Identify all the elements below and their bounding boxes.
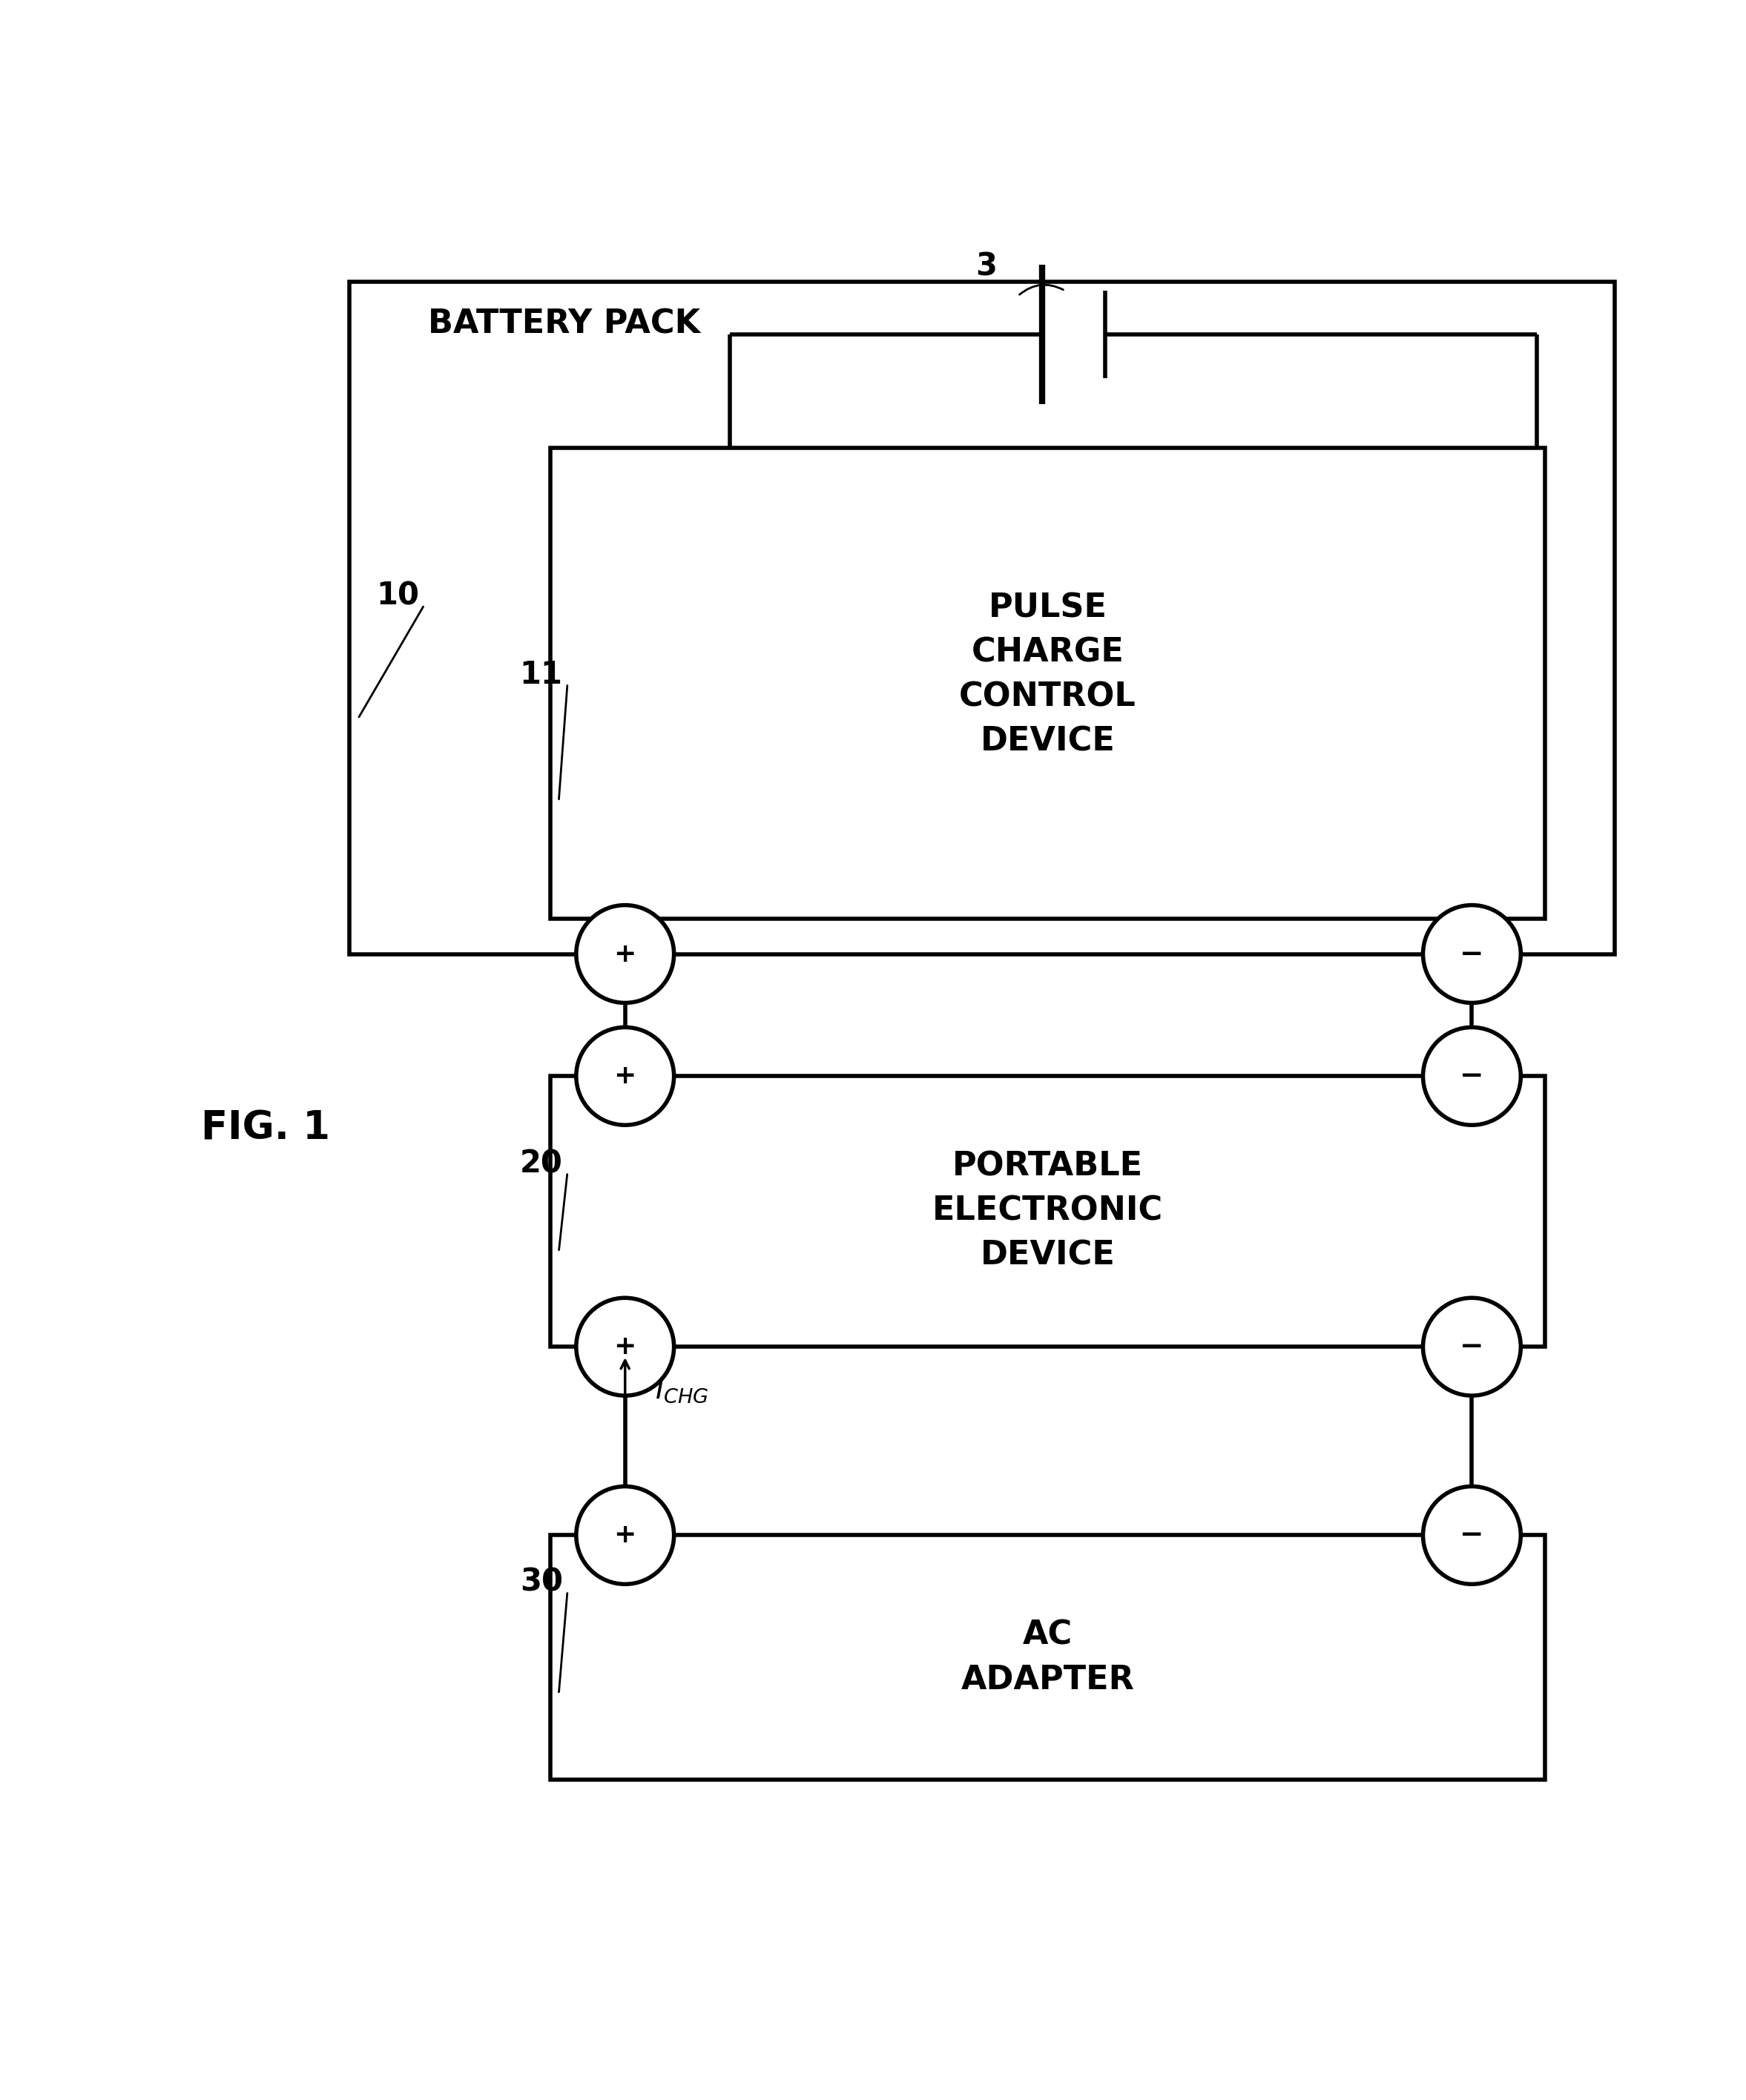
Text: $\mathit{I}_{CHG}$: $\mathit{I}_{CHG}$ bbox=[655, 1376, 709, 1405]
Text: +: + bbox=[615, 1522, 636, 1548]
Circle shape bbox=[576, 905, 674, 1004]
Circle shape bbox=[576, 1298, 674, 1396]
Text: FIG. 1: FIG. 1 bbox=[201, 1109, 330, 1149]
Circle shape bbox=[1423, 1487, 1521, 1583]
Text: 3: 3 bbox=[976, 250, 997, 281]
Text: 30: 30 bbox=[520, 1567, 562, 1598]
Circle shape bbox=[576, 1027, 674, 1126]
Text: −: − bbox=[1460, 1334, 1484, 1361]
Circle shape bbox=[1423, 1027, 1521, 1126]
Text: AC
ADAPTER: AC ADAPTER bbox=[960, 1619, 1135, 1695]
Text: +: + bbox=[615, 1334, 636, 1359]
Circle shape bbox=[1423, 905, 1521, 1004]
Text: 20: 20 bbox=[520, 1149, 562, 1178]
Text: 11: 11 bbox=[520, 659, 562, 691]
Circle shape bbox=[576, 1487, 674, 1583]
Text: 10: 10 bbox=[377, 580, 419, 611]
Text: PORTABLE
ELECTRONIC
DEVICE: PORTABLE ELECTRONIC DEVICE bbox=[932, 1151, 1163, 1270]
Text: PULSE
CHARGE
CONTROL
DEVICE: PULSE CHARGE CONTROL DEVICE bbox=[959, 592, 1137, 758]
FancyBboxPatch shape bbox=[349, 281, 1615, 953]
FancyBboxPatch shape bbox=[550, 1535, 1545, 1779]
Text: +: + bbox=[615, 1063, 636, 1088]
Text: −: − bbox=[1460, 941, 1484, 968]
FancyBboxPatch shape bbox=[550, 447, 1545, 920]
Circle shape bbox=[1423, 1298, 1521, 1396]
Text: −: − bbox=[1460, 1520, 1484, 1550]
Text: −: − bbox=[1460, 1063, 1484, 1090]
Text: +: + bbox=[615, 941, 636, 966]
Text: BATTERY PACK: BATTERY PACK bbox=[428, 309, 700, 340]
FancyBboxPatch shape bbox=[550, 1075, 1545, 1346]
